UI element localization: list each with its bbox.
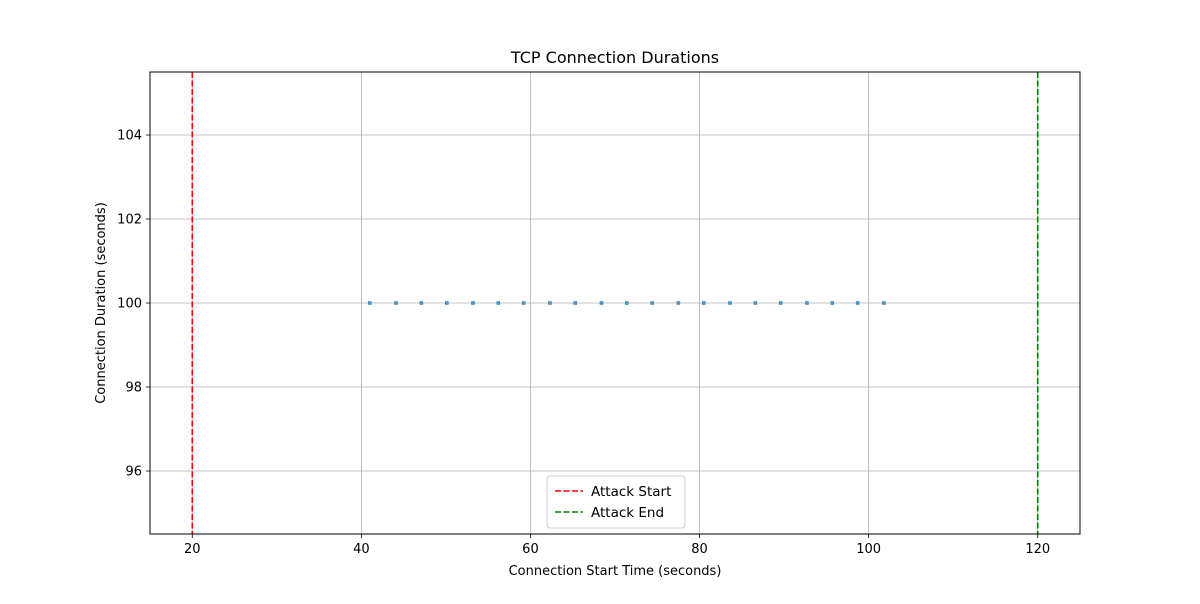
data-point (521, 301, 526, 305)
legend-label: Attack End (591, 505, 664, 521)
data-points (368, 301, 886, 305)
x-tick-label: 20 (184, 542, 201, 557)
data-point (778, 301, 783, 305)
x-tick-label: 100 (856, 542, 881, 557)
data-point (368, 301, 372, 305)
attack-lines (191, 72, 1039, 534)
x-tick-label: 60 (522, 542, 539, 557)
x-tick-label: 80 (691, 542, 708, 557)
data-point (830, 301, 835, 305)
data-point (882, 301, 886, 305)
data-point (805, 301, 809, 305)
data-point (753, 301, 758, 305)
data-point (625, 301, 629, 305)
data-point (471, 301, 475, 305)
legend: Attack Start Attack End (546, 475, 686, 529)
data-point (855, 301, 860, 305)
chart-title: TCP Connection Durations (510, 48, 719, 67)
y-tick-label: 102 (117, 213, 142, 228)
grid (150, 72, 1080, 534)
data-point (394, 301, 398, 305)
data-point (445, 301, 449, 305)
y-tick-label: 98 (125, 381, 142, 396)
x-axis-label: Connection Start Time (seconds) (509, 564, 722, 579)
y-tick-label: 104 (117, 129, 142, 144)
y-axis-label: Connection Duration (seconds) (94, 202, 109, 404)
data-point (702, 301, 706, 305)
data-point (548, 301, 552, 305)
data-point (728, 301, 732, 305)
data-point (573, 301, 578, 305)
x-tick-label: 120 (1025, 542, 1050, 557)
data-point (650, 301, 654, 305)
y-tick-label: 100 (117, 297, 142, 312)
legend-box (546, 475, 686, 529)
legend-label: Attack Start (591, 484, 671, 500)
y-tick-label: 96 (125, 465, 142, 480)
data-point (496, 301, 501, 305)
data-point (419, 301, 424, 305)
data-point (676, 301, 681, 305)
data-point (599, 301, 604, 305)
axis-ticks: 20 40 60 80 100 120 96 98 100 102 104 (117, 129, 1050, 558)
x-tick-label: 40 (353, 542, 370, 557)
